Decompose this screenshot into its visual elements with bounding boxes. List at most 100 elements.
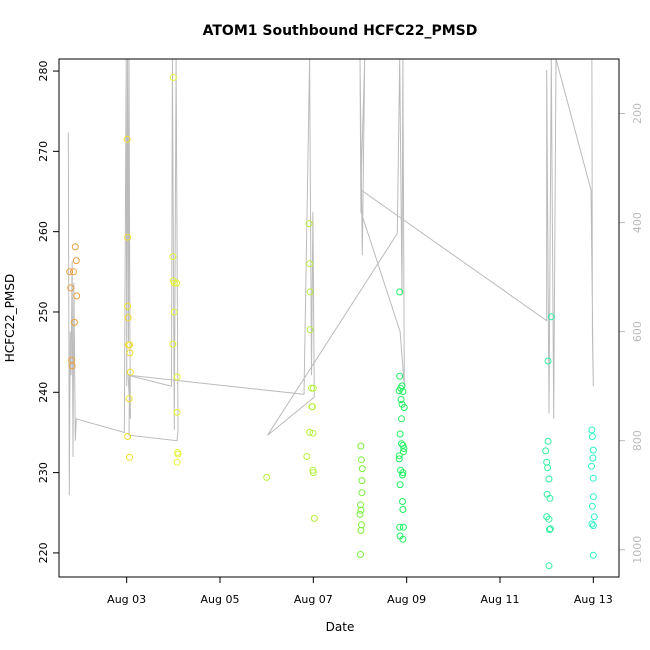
data-point	[588, 462, 595, 470]
data-point	[309, 384, 317, 392]
data-point	[306, 326, 314, 334]
data-point	[399, 523, 407, 531]
data-point	[170, 308, 178, 316]
y-tick-label: 220	[37, 542, 50, 563]
data-point	[588, 426, 596, 434]
data-point	[542, 447, 550, 455]
data-point	[125, 395, 133, 403]
data-point	[124, 314, 132, 322]
secondary-tick-label: 200	[631, 103, 644, 124]
data-point	[588, 433, 596, 440]
data-point	[169, 253, 177, 261]
data-point	[68, 362, 76, 370]
data-point	[169, 340, 177, 348]
data-point	[399, 498, 406, 505]
data-point	[303, 453, 311, 460]
data-point	[72, 257, 80, 265]
x-tick-label: Aug 07	[294, 593, 333, 606]
data-point	[546, 526, 553, 534]
data-point	[544, 464, 552, 472]
data-point	[399, 535, 407, 543]
secondary-tick-label: 1000	[631, 536, 644, 564]
data-point	[309, 466, 317, 474]
data-point	[396, 523, 404, 531]
data-points-layer	[66, 74, 598, 570]
x-axis-label: Date	[326, 620, 355, 634]
data-point	[123, 135, 131, 143]
data-point	[173, 279, 181, 287]
altitude-track-line	[67, 59, 594, 496]
data-point	[174, 450, 182, 458]
data-point	[400, 445, 408, 452]
data-point	[126, 341, 133, 349]
data-point	[589, 454, 597, 462]
data-point	[308, 403, 316, 411]
data-point	[309, 429, 317, 437]
data-point	[545, 562, 553, 570]
data-point	[70, 318, 78, 326]
data-point	[310, 514, 318, 522]
data-point	[170, 279, 178, 287]
data-point	[396, 288, 404, 296]
data-point	[169, 74, 177, 81]
data-point	[544, 357, 552, 365]
data-point	[124, 302, 132, 310]
data-point	[546, 525, 554, 533]
data-point	[545, 475, 553, 483]
data-point	[306, 260, 314, 268]
data-point	[126, 349, 134, 357]
data-point	[589, 474, 597, 482]
data-point	[126, 368, 134, 376]
secondary-tick-label: 800	[631, 430, 644, 451]
data-point	[124, 233, 132, 241]
data-point	[124, 433, 132, 440]
data-point	[397, 466, 405, 474]
data-point	[395, 455, 403, 463]
data-point	[396, 481, 404, 489]
data-point	[588, 502, 596, 510]
data-point	[589, 493, 597, 501]
x-tick-label: Aug 05	[201, 593, 240, 606]
data-point	[589, 446, 597, 454]
x-tick-label: Aug 09	[387, 593, 426, 606]
data-point	[545, 515, 553, 523]
data-point	[544, 437, 552, 445]
data-point	[173, 408, 181, 416]
data-point	[399, 448, 407, 456]
data-point	[67, 284, 75, 292]
data-point	[589, 522, 597, 530]
data-point	[399, 506, 407, 513]
data-point	[73, 292, 81, 300]
data-point	[395, 452, 403, 460]
data-point	[357, 456, 365, 464]
data-point	[399, 471, 406, 479]
data-point	[357, 526, 365, 534]
chart-title: ATOM1 Southbound HCFC22_PMSD	[203, 23, 478, 39]
x-tick-label: Aug 13	[574, 593, 613, 606]
data-point	[173, 458, 181, 466]
data-point	[589, 551, 597, 559]
data-point	[309, 469, 317, 477]
y-tick-label: 230	[37, 462, 50, 483]
y-tick-label: 240	[37, 382, 50, 403]
data-point	[396, 372, 404, 380]
data-point	[173, 373, 181, 381]
data-point	[357, 506, 365, 514]
data-point	[398, 415, 405, 423]
data-point	[305, 220, 313, 228]
data-point	[263, 473, 271, 481]
altitude-track-layer	[67, 59, 594, 496]
data-point	[126, 453, 133, 461]
data-point	[358, 489, 366, 497]
data-point	[546, 494, 554, 502]
data-point	[399, 469, 407, 477]
data-point	[400, 404, 408, 411]
data-point	[358, 477, 366, 485]
data-point	[590, 513, 598, 521]
y-tick-label: 250	[37, 301, 50, 322]
data-point	[588, 520, 596, 528]
data-point	[306, 428, 314, 436]
data-point	[70, 268, 77, 276]
